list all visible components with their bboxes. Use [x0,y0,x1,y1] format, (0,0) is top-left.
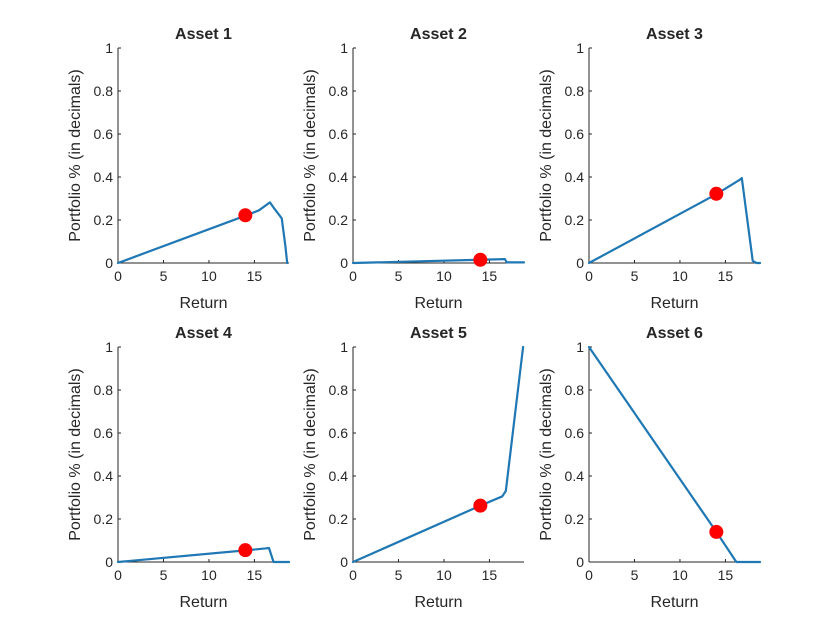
y-tick-label: 0.2 [94,212,114,228]
x-tick-label: 15 [718,567,734,583]
x-tick-label: 0 [114,268,122,284]
series-line [351,345,525,564]
y-tick-label: 0.4 [565,468,585,484]
x-tick-label: 15 [482,268,498,284]
optimal-point-marker [709,524,724,539]
x-axis-label: Return [414,594,462,611]
x-axis-label: Return [650,594,698,611]
x-tick-label: 0 [585,268,593,284]
x-axis-label: Return [179,594,227,611]
x-axis-label: Return [414,295,462,312]
y-tick-label: 1 [576,40,584,56]
x-axis-label: Return [650,295,698,312]
y-tick-label: 0.8 [565,382,585,398]
subplot-title: Asset 6 [646,325,703,342]
x-tick-label: 10 [672,268,688,284]
subplot-title: Asset 4 [175,325,232,342]
x-tick-label: 15 [718,268,734,284]
y-tick-label: 0.8 [329,83,349,99]
y-tick-label: 1 [576,339,584,355]
y-tick-label: 0.2 [329,511,349,527]
y-tick-label: 0.2 [565,511,585,527]
series-line [116,201,289,265]
y-tick-label: 0.4 [94,468,114,484]
x-tick-label: 10 [201,567,217,583]
y-tick-label: 0.4 [94,169,114,185]
y-tick-label: 0 [340,255,348,271]
y-tick-label: 0.2 [329,212,349,228]
x-tick-label: 5 [395,567,403,583]
y-tick-label: 0.8 [565,83,585,99]
y-tick-label: 0 [576,554,584,570]
x-tick-label: 0 [585,567,593,583]
y-tick-label: 0.6 [329,425,349,441]
optimal-point-marker [473,498,488,513]
y-axis-label: Portfolio % (in decimals) [67,69,84,242]
series-line [351,258,526,265]
x-tick-label: 5 [395,268,403,284]
y-tick-label: 0.6 [565,126,585,142]
y-tick-label: 0 [105,554,113,570]
subplot-title: Asset 2 [410,26,467,43]
y-axis-label: Portfolio % (in decimals) [302,368,319,541]
subplot-5: Asset 500.20.40.60.810 5 10 15ReturnPortfol… [302,325,525,611]
x-tick-label: 15 [247,268,263,284]
subplot-1: Asset 100.20.40.60.810 5 10 15ReturnPortfol… [67,26,289,312]
series-line [116,546,291,564]
x-tick-label: 0 [349,567,357,583]
y-tick-label: 0.4 [565,169,585,185]
subplot-6: Asset 600.20.40.60.810 5 10 15ReturnPortfol… [538,325,762,611]
y-tick-label: 0 [105,255,113,271]
x-tick-label: 10 [201,268,217,284]
y-tick-label: 0.6 [565,425,585,441]
y-tick-label: 0.6 [94,425,114,441]
y-tick-label: 0.6 [94,126,114,142]
y-tick-label: 0.4 [329,169,349,185]
y-tick-label: 0.8 [329,382,349,398]
subplot-2: Asset 200.20.40.60.810 5 10 15ReturnPortfol… [302,26,526,312]
y-tick-label: 0.6 [329,126,349,142]
x-tick-label: 0 [349,268,357,284]
optimal-point-marker [473,252,488,267]
y-tick-label: 1 [105,339,113,355]
y-axis-label: Portfolio % (in decimals) [538,69,555,242]
y-tick-label: 0 [576,255,584,271]
y-tick-label: 0.2 [565,212,585,228]
y-tick-label: 0.8 [94,83,114,99]
subplot-title: Asset 1 [175,26,232,43]
x-tick-label: 15 [247,567,263,583]
y-tick-label: 0 [340,554,348,570]
y-axis-label: Portfolio % (in decimals) [302,69,319,242]
x-axis-label: Return [179,295,227,312]
x-tick-label: 10 [436,268,452,284]
subplot-4: Asset 400.20.40.60.810 5 10 15ReturnPortfol… [67,325,291,611]
y-tick-label: 0.2 [94,511,114,527]
y-axis-label: Portfolio % (in decimals) [67,368,84,541]
x-tick-label: 10 [436,567,452,583]
subplot-title: Asset 5 [410,325,467,342]
optimal-point-marker [709,186,724,201]
optimal-point-marker [238,208,253,223]
x-tick-label: 15 [482,567,498,583]
optimal-point-marker [238,543,253,558]
x-tick-label: 0 [114,567,122,583]
x-tick-label: 10 [672,567,688,583]
subplot-title: Asset 3 [646,26,703,43]
x-tick-label: 5 [160,567,168,583]
x-tick-label: 5 [160,268,168,284]
series-line [587,345,762,564]
series-line [587,176,762,265]
x-tick-label: 5 [631,268,639,284]
y-tick-label: 0.8 [94,382,114,398]
y-tick-label: 0.4 [329,468,349,484]
y-tick-label: 1 [340,339,348,355]
y-tick-label: 1 [105,40,113,56]
y-axis-label: Portfolio % (in decimals) [538,368,555,541]
subplot-3: Asset 300.20.40.60.810 5 10 15ReturnPortfol… [538,26,762,312]
y-tick-label: 1 [340,40,348,56]
x-tick-label: 5 [631,567,639,583]
